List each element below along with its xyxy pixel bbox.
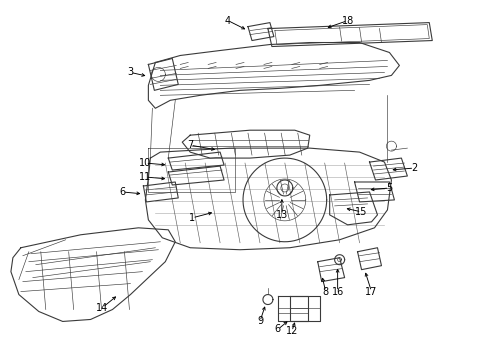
Text: 14: 14 xyxy=(96,302,108,312)
Text: 7: 7 xyxy=(187,140,193,150)
Text: 10: 10 xyxy=(139,158,151,168)
Text: 5: 5 xyxy=(386,183,392,193)
Text: 13: 13 xyxy=(275,210,287,220)
Text: 12: 12 xyxy=(285,327,297,336)
Text: 6: 6 xyxy=(274,324,281,334)
Text: 6: 6 xyxy=(119,187,125,197)
Text: 9: 9 xyxy=(256,316,263,327)
Text: 2: 2 xyxy=(410,163,417,173)
Text: 4: 4 xyxy=(224,15,231,26)
Text: 3: 3 xyxy=(127,67,133,77)
Text: 8: 8 xyxy=(322,287,328,297)
Text: 17: 17 xyxy=(365,287,377,297)
Text: 18: 18 xyxy=(341,15,353,26)
Text: 11: 11 xyxy=(139,172,151,182)
Text: 1: 1 xyxy=(189,213,195,223)
Text: 15: 15 xyxy=(355,207,367,217)
Text: 16: 16 xyxy=(331,287,343,297)
